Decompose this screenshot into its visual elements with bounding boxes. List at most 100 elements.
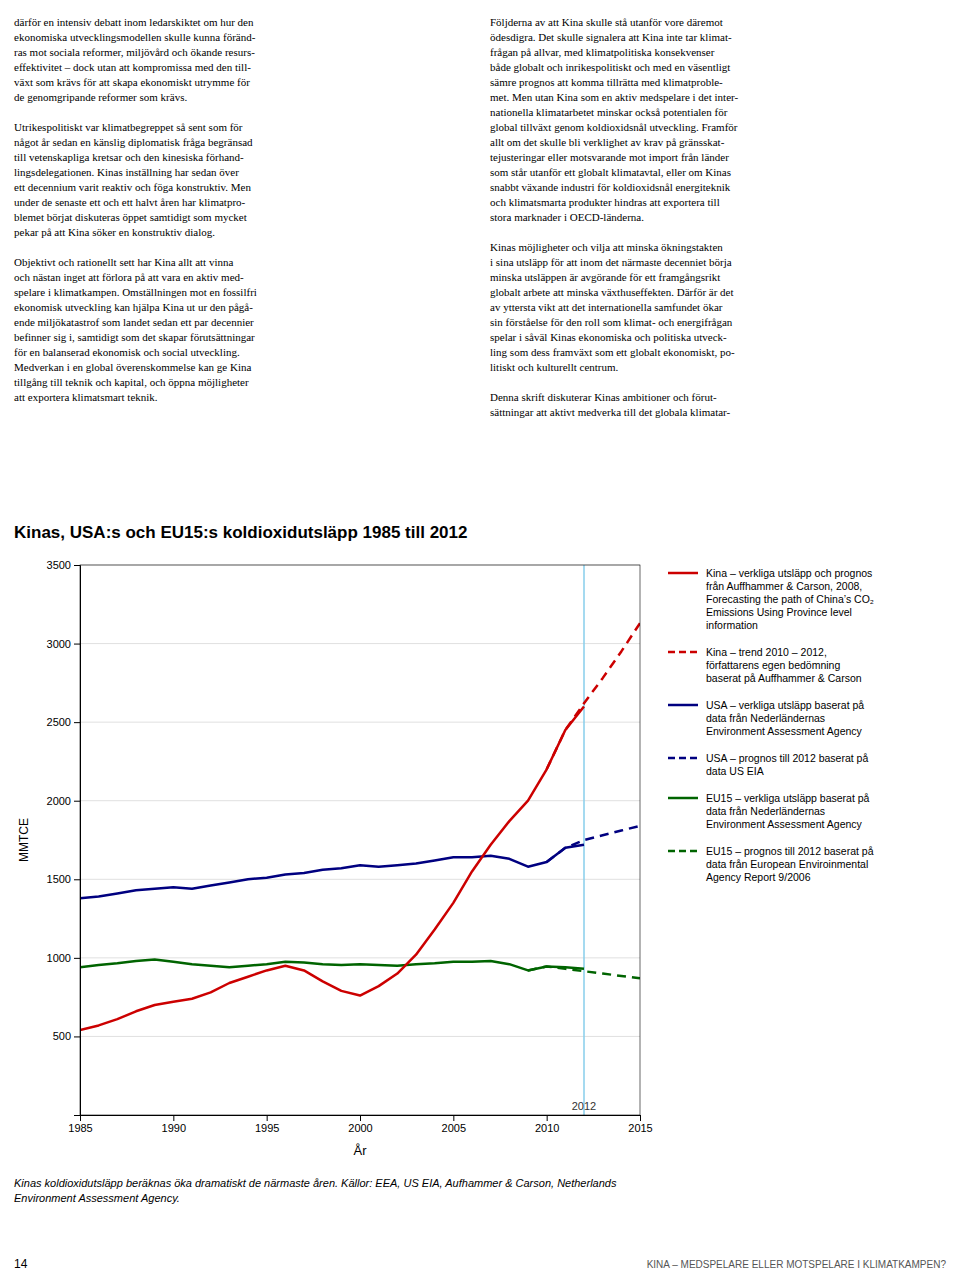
reference-line: [583, 565, 585, 1115]
legend-label: EU15 – prognos till 2012 baserat pådata …: [706, 845, 874, 883]
tick-mark: [267, 1115, 268, 1121]
grid-line: [80, 879, 640, 880]
body-text-line: i sina utsläpp för att inom det närmaste…: [490, 256, 732, 268]
legend-label-line: baserat på Auffhammer & Carson: [706, 672, 862, 684]
tick: 2000: [348, 1115, 372, 1134]
legend-label: EU15 – verkliga utsläpp baserat pådata f…: [706, 792, 870, 830]
tick-mark: [74, 722, 80, 723]
body-text-line: litiskt och kulturellt centrum.: [490, 361, 619, 373]
tick-mark: [74, 801, 80, 802]
body-text-line: globalt arbete att minska växthuseffekte…: [490, 286, 734, 298]
body-text-line: sämre prognos att komma tillrätta med kl…: [490, 76, 723, 88]
tick-label: 1995: [255, 1122, 279, 1134]
tick-mark: [453, 1115, 454, 1121]
legend-label-line: EU15 – verkliga utsläpp baserat på: [706, 792, 870, 804]
tick-label: 1985: [68, 1122, 92, 1134]
grid: [80, 565, 640, 1036]
legend-label: USA – prognos till 2012 baserat pådata U…: [706, 752, 868, 777]
tick: 3500: [47, 559, 80, 571]
body-text-line: befinner sig i, samtidigt som det skapar…: [14, 331, 255, 343]
tick: 2005: [442, 1115, 466, 1134]
tick-mark: [74, 565, 80, 566]
tick-mark: [360, 1115, 361, 1121]
tick: 1990: [162, 1115, 186, 1134]
legend-label-line: data från Nederländernas: [706, 805, 825, 817]
body-text-line: Denna skrift diskuterar Kinas ambitioner…: [490, 391, 717, 403]
body-text-line: både globalt och inrikespolitiskt och me…: [490, 61, 730, 73]
body-text-line: ödesdigra. Det skulle signalera att Kina…: [490, 31, 732, 43]
body-text-line: och nästan inget att förlora på att vara…: [14, 271, 244, 283]
body-text-line: met. Men utan Kina som en aktiv medspela…: [490, 91, 738, 103]
legend-label-line: Environment Assessment Agency: [706, 818, 863, 830]
caption-line: Kinas koldioxidutsläpp beräknas öka dram…: [14, 1177, 617, 1189]
body-text-line: Objektivt och rationellt sett har Kina a…: [14, 256, 233, 268]
legend-label-line: Emissions Using Province level: [706, 606, 852, 618]
annotation: 2012: [572, 1100, 596, 1112]
tick-mark: [547, 1115, 548, 1121]
legend-label-line: USA – prognos till 2012 baserat på: [706, 752, 868, 764]
legend-item: EU15 – prognos till 2012 baserat pådata …: [668, 845, 874, 883]
body-text-line: ekonomisk utveckling kan hjälpa Kina ut …: [14, 301, 253, 313]
tick-label: 2000: [47, 795, 71, 807]
chart: därför en intensiv debatt inom ledarskik…: [0, 0, 960, 1280]
legend-label-line: information: [706, 619, 758, 631]
body-text-line: allt om det skulle bli verklighet av kra…: [490, 136, 725, 148]
body-text-line: ekonomiska utvecklingsmodellen skulle ku…: [14, 31, 256, 43]
tick-label: 1500: [47, 873, 71, 885]
body-text-line: till vetenskapliga kretsar och den kines…: [14, 151, 244, 163]
tick: 1000: [47, 952, 80, 964]
tick-mark: [74, 644, 80, 645]
body-text-line: ende miljökatastrof som landet sedan ett…: [14, 316, 254, 328]
series-line: [80, 959, 584, 970]
series-line: [80, 845, 584, 898]
y-axis-title: MMTCE: [17, 818, 31, 862]
legend-label: Kina – verkliga utsläpp och prognosfrån …: [706, 567, 874, 631]
tick-label: 3000: [47, 638, 71, 650]
tick: 3000: [47, 638, 80, 650]
tick-mark: [74, 958, 80, 959]
legend: Kina – verkliga utsläpp och prognosfrån …: [668, 567, 874, 883]
body-text: därför en intensiv debatt inom ledarskik…: [14, 16, 257, 403]
series-line: [547, 826, 640, 862]
body-text-line: spelar i såväl Kinas ekonomiska och poli…: [490, 331, 727, 343]
tick: 2010: [535, 1115, 559, 1134]
body-text: Följderna av att Kina skulle stå utanför…: [490, 16, 738, 418]
body-text-line: ling som dess framväxt som ett globalt e…: [490, 346, 735, 358]
body-text-line: under de senaste ett och ett halvt åren …: [14, 196, 246, 208]
legend-label-line: Environment Assessment Agency: [706, 725, 863, 737]
body-text-line: snabbt växande industri för koldioxidsnå…: [490, 181, 731, 193]
tick-mark: [173, 1115, 174, 1121]
caption: Kinas koldioxidutsläpp beräknas öka dram…: [14, 1177, 617, 1204]
body-text-line: frågan på allvar, med klimatpolitiska ko…: [490, 46, 715, 58]
body-text-line: växt som krävs för att skapa ekonomiskt …: [14, 76, 250, 88]
tick-label: 2015: [628, 1122, 652, 1134]
body-text-line: minska utsläppen är avgörande för ett fr…: [490, 271, 720, 283]
legend-item: EU15 – verkliga utsläpp baserat pådata f…: [668, 792, 870, 830]
legend-label-line: från Auffhammer & Carson, 2008,: [706, 580, 862, 592]
page-number: 14: [14, 1257, 28, 1271]
body-text-line: spelare i klimatkampen. Omställningen mo…: [14, 286, 257, 298]
body-text-line: tillgång till teknik och kapital, och öp…: [14, 376, 249, 388]
legend-label: Kina – trend 2010 – 2012,författarens eg…: [706, 646, 862, 684]
legend-swatch: [668, 572, 698, 575]
legend-item: Kina – trend 2010 – 2012,författarens eg…: [668, 646, 862, 684]
plot-frame: [80, 565, 640, 1115]
tick: 1995: [255, 1115, 279, 1134]
tick: 2015: [628, 1115, 652, 1134]
body-text-line: de genomgripande reformer som krävs.: [14, 91, 187, 103]
tick: 500: [53, 1030, 80, 1042]
y-axis: 500100015002000250030003500: [47, 559, 81, 1115]
plot-area: [80, 565, 640, 1115]
tick-label: 3500: [47, 559, 71, 571]
legend-swatch: [668, 704, 698, 707]
body-text-line: Utrikespolitiskt var klimatbegreppet så …: [14, 121, 243, 133]
legend-label-line: data US EIA: [706, 765, 764, 777]
tick-mark: [640, 1115, 641, 1121]
body-text-line: global tillväxt genom koldioxidsnål utve…: [490, 121, 738, 133]
x-axis: 1985 1990 1995 2000 2005 2010 2015: [68, 1115, 652, 1134]
body-text-line: Medverkan i en global överenskommelse ka…: [14, 361, 251, 373]
body-text-line: Kinas möjligheter och vilja att minska ö…: [490, 241, 723, 253]
legend-label: USA – verkliga utsläpp baserat pådata fr…: [706, 699, 864, 737]
tick-label: 500: [53, 1030, 71, 1042]
body-text-line: av yttersta vikt att det internationella…: [490, 301, 723, 313]
